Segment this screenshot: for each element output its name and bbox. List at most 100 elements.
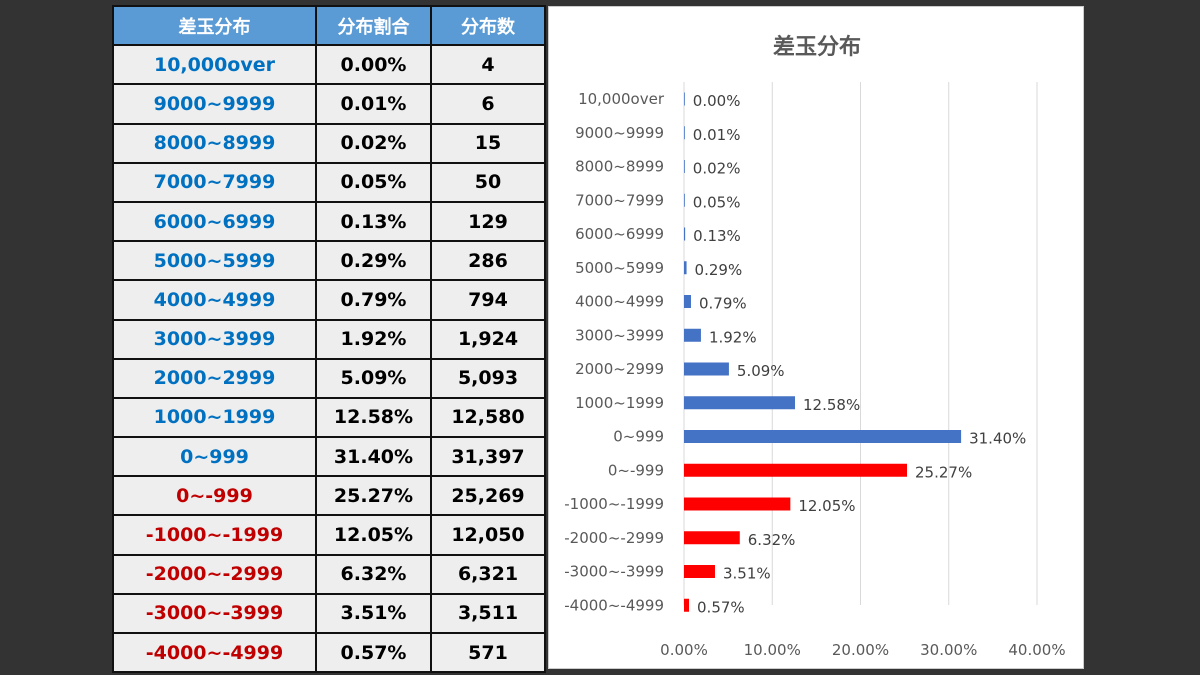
count-cell: 794 bbox=[430, 279, 546, 321]
data-label: 0.79% bbox=[699, 295, 747, 313]
table-row: 2000~2999 5.09% 5,093 bbox=[112, 357, 546, 399]
data-label: 0.57% bbox=[697, 598, 745, 616]
y-category-label: 3000~3999 bbox=[575, 326, 664, 344]
data-label: 5.09% bbox=[737, 362, 785, 380]
percent-cell: 0.57% bbox=[315, 631, 432, 674]
data-label: 12.58% bbox=[803, 396, 860, 414]
chart-panel: 差玉分布 0.00% 10.00% 20.00% 30.00% 40.00% 10,000… bbox=[548, 6, 1084, 669]
range-cell: 5000~5999 bbox=[112, 240, 317, 282]
table-row: 4000~4999 0.79% 794 bbox=[112, 279, 546, 321]
percent-cell: 25.27% bbox=[315, 475, 432, 517]
y-category-label: 0~-999 bbox=[608, 461, 664, 479]
percent-cell: 0.02% bbox=[315, 122, 432, 164]
range-cell: 2000~2999 bbox=[112, 357, 317, 399]
data-label: 25.27% bbox=[915, 463, 972, 481]
table-row: -4000~-4999 0.57% 571 bbox=[112, 631, 546, 674]
data-label: 0.00% bbox=[693, 92, 741, 110]
count-cell: 571 bbox=[430, 631, 546, 674]
bar bbox=[684, 295, 691, 308]
count-cell: 1,924 bbox=[430, 318, 546, 360]
y-category-label: 8000~8999 bbox=[575, 158, 664, 176]
range-cell: 0~-999 bbox=[112, 475, 317, 517]
count-cell: 4 bbox=[430, 44, 546, 86]
range-cell: 6000~6999 bbox=[112, 200, 317, 243]
count-cell: 3,511 bbox=[430, 592, 546, 635]
percent-cell: 31.40% bbox=[315, 436, 432, 478]
data-label: 0.13% bbox=[693, 227, 741, 245]
count-cell: 12,050 bbox=[430, 514, 546, 556]
percent-cell: 3.51% bbox=[315, 592, 432, 635]
percent-cell: 0.01% bbox=[315, 83, 432, 125]
bar bbox=[684, 565, 715, 578]
y-category-label: 9000~9999 bbox=[575, 124, 664, 142]
y-category-label: 7000~7999 bbox=[575, 191, 664, 209]
count-cell: 15 bbox=[430, 122, 546, 164]
bar bbox=[684, 430, 962, 443]
range-cell: 1000~1999 bbox=[112, 396, 317, 439]
percent-cell: 12.58% bbox=[315, 396, 432, 439]
range-cell: -4000~-4999 bbox=[112, 631, 317, 674]
y-category-label: -3000~-3999 bbox=[564, 563, 664, 581]
bar bbox=[684, 598, 690, 612]
y-category-label: 6000~6999 bbox=[575, 225, 664, 243]
bar bbox=[684, 531, 740, 545]
range-cell: 7000~7999 bbox=[112, 161, 317, 203]
chart-title: 差玉分布 bbox=[772, 35, 861, 60]
table-row: 0~999 31.40% 31,397 bbox=[112, 436, 546, 478]
table-row: 9000~9999 0.01% 6 bbox=[112, 83, 546, 125]
bar bbox=[684, 261, 687, 275]
count-cell: 5,093 bbox=[430, 357, 546, 399]
y-category-label: -4000~-4999 bbox=[564, 596, 664, 614]
data-label: 12.05% bbox=[798, 497, 855, 515]
count-cell: 50 bbox=[430, 161, 546, 203]
x-tick-label: 20.00% bbox=[832, 641, 889, 659]
y-category-label: 1000~1999 bbox=[575, 394, 664, 412]
table-row: -2000~-2999 6.32% 6,321 bbox=[112, 553, 546, 595]
percent-cell: 0.05% bbox=[315, 161, 432, 203]
count-cell: 6,321 bbox=[430, 553, 546, 595]
table-row: 6000~6999 0.13% 129 bbox=[112, 200, 546, 243]
percent-cell: 1.92% bbox=[315, 318, 432, 360]
table-row: 10,000over 0.00% 4 bbox=[112, 44, 546, 86]
percent-cell: 0.13% bbox=[315, 200, 432, 243]
bar bbox=[684, 193, 685, 207]
y-category-label: 5000~5999 bbox=[575, 259, 664, 277]
range-cell: 10,000over bbox=[112, 44, 317, 86]
bar bbox=[684, 126, 685, 140]
table-row: 5000~5999 0.29% 286 bbox=[112, 240, 546, 282]
y-category-label: 10,000over bbox=[578, 90, 665, 108]
range-cell: 3000~3999 bbox=[112, 318, 317, 360]
data-label: 1.92% bbox=[709, 328, 757, 346]
table-row: -3000~-3999 3.51% 3,511 bbox=[112, 592, 546, 635]
count-cell: 129 bbox=[430, 200, 546, 243]
bar bbox=[684, 463, 908, 477]
column-header: 分布数 bbox=[430, 4, 546, 47]
percent-cell: 0.00% bbox=[315, 44, 432, 86]
count-cell: 12,580 bbox=[430, 396, 546, 439]
x-tick-label: 0.00% bbox=[660, 641, 708, 659]
table-row: 3000~3999 1.92% 1,924 bbox=[112, 318, 546, 360]
range-cell: 9000~9999 bbox=[112, 83, 317, 125]
data-label: 3.51% bbox=[723, 565, 771, 583]
percent-cell: 12.05% bbox=[315, 514, 432, 556]
count-cell: 31,397 bbox=[430, 436, 546, 478]
data-label: 31.40% bbox=[969, 430, 1026, 448]
bar bbox=[684, 227, 686, 241]
percent-cell: 0.29% bbox=[315, 240, 432, 282]
bar bbox=[684, 160, 685, 173]
table-row: -1000~-1999 12.05% 12,050 bbox=[112, 514, 546, 556]
bar-chart: 0.00% 10.00% 20.00% 30.00% 40.00% 10,000over 0… bbox=[564, 82, 1066, 659]
y-category-label: -1000~-1999 bbox=[564, 495, 664, 513]
data-label: 0.05% bbox=[693, 193, 741, 211]
count-cell: 25,269 bbox=[430, 475, 546, 517]
data-label: 0.02% bbox=[693, 160, 741, 178]
x-tick-label: 10.00% bbox=[744, 641, 801, 659]
range-cell: -3000~-3999 bbox=[112, 592, 317, 635]
column-header: 分布割合 bbox=[315, 4, 432, 47]
table-row: 7000~7999 0.05% 50 bbox=[112, 161, 546, 203]
range-cell: -1000~-1999 bbox=[112, 514, 317, 556]
table-row: 8000~8999 0.02% 15 bbox=[112, 122, 546, 164]
y-category-label: 0~999 bbox=[613, 428, 664, 446]
y-category-label: 2000~2999 bbox=[575, 360, 664, 378]
bar bbox=[684, 362, 729, 376]
